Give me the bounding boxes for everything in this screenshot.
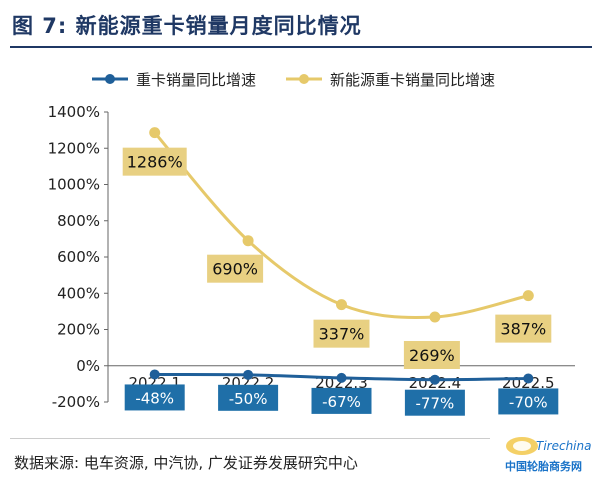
data-label-box-heavy-truck xyxy=(311,387,372,414)
data-point-nev xyxy=(522,290,534,302)
data-label-box-heavy-truck xyxy=(218,384,279,411)
y-tick-label: 200% xyxy=(57,321,100,339)
data-label-box-nev xyxy=(207,254,264,283)
y-tick-label: 1400% xyxy=(48,103,100,121)
data-label-box-heavy-truck xyxy=(498,388,559,415)
y-tick-label: 400% xyxy=(57,284,100,302)
data-label-heavy-truck: -48% xyxy=(135,389,174,407)
data-label-heavy-truck: -70% xyxy=(509,393,548,411)
data-label-nev: 690% xyxy=(212,260,258,279)
data-point-nev xyxy=(242,235,254,247)
legend-label-nev: 新能源重卡销量同比增速 xyxy=(330,71,495,89)
legend-marker-nev xyxy=(299,74,309,84)
data-point-heavy-truck xyxy=(243,369,254,380)
data-label-nev: 387% xyxy=(500,320,546,339)
data-point-heavy-truck xyxy=(336,372,347,383)
data-label-nev: 337% xyxy=(319,325,365,344)
data-label-box-nev xyxy=(403,340,460,369)
series-line-nev xyxy=(153,131,529,320)
y-tick-label: 0% xyxy=(76,357,100,375)
data-label-nev: 1286% xyxy=(127,153,183,172)
source-note: 数据来源: 电车资源, 中汽协, 广发证券发展研究中心 xyxy=(14,454,358,472)
data-point-heavy-truck xyxy=(149,369,160,380)
data-point-nev xyxy=(149,127,161,139)
data-label-heavy-truck: -77% xyxy=(416,395,455,413)
svg-text:Tirechina: Tirechina xyxy=(536,439,591,453)
data-label-box-heavy-truck xyxy=(124,384,185,411)
data-label-heavy-truck: -50% xyxy=(229,390,268,408)
data-label-box-nev xyxy=(122,147,187,176)
data-point-heavy-truck xyxy=(523,373,534,384)
data-label-box-nev xyxy=(495,314,552,343)
watermark-text: 中国轮胎商务网 xyxy=(505,460,582,473)
data-point-nev xyxy=(336,299,347,311)
legend-marker-heavy-truck xyxy=(105,74,115,84)
y-tick-label: 1200% xyxy=(48,139,100,157)
y-tick-label: 1000% xyxy=(48,176,100,194)
title-divider xyxy=(10,46,592,48)
watermark-logo: Tirechina xyxy=(506,437,591,455)
figure-title: 图 7: 新能源重卡销量月度同比情况 xyxy=(12,14,362,38)
y-tick-label: 600% xyxy=(57,248,100,266)
data-point-nev xyxy=(429,311,441,323)
source-divider xyxy=(10,438,490,439)
legend-label-heavy-truck: 重卡销量同比增速 xyxy=(136,71,256,89)
data-point-heavy-truck xyxy=(429,374,440,385)
data-label-nev: 269% xyxy=(409,346,455,365)
data-label-box-nev xyxy=(313,319,370,348)
data-label-heavy-truck: -67% xyxy=(322,393,361,411)
data-label-box-heavy-truck xyxy=(404,389,465,416)
y-tick-label: 800% xyxy=(57,212,100,230)
y-tick-label: -200% xyxy=(52,393,100,411)
